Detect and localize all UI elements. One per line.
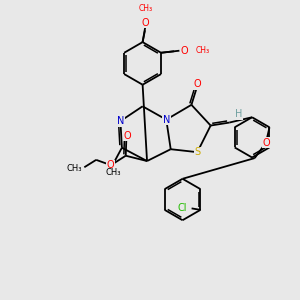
- Text: CH₃: CH₃: [105, 168, 121, 177]
- Text: O: O: [262, 138, 270, 148]
- Text: O: O: [142, 18, 149, 28]
- Text: N: N: [117, 116, 124, 126]
- Text: CH₃: CH₃: [67, 164, 82, 173]
- Text: S: S: [194, 147, 200, 157]
- Text: CH₃: CH₃: [139, 4, 153, 13]
- Text: CH₃: CH₃: [196, 46, 210, 55]
- Text: O: O: [106, 160, 114, 170]
- Text: O: O: [123, 130, 131, 141]
- Text: N: N: [163, 115, 170, 124]
- Text: Cl: Cl: [178, 203, 188, 213]
- Text: O: O: [181, 46, 188, 56]
- Text: H: H: [235, 109, 242, 119]
- Text: O: O: [194, 79, 201, 89]
